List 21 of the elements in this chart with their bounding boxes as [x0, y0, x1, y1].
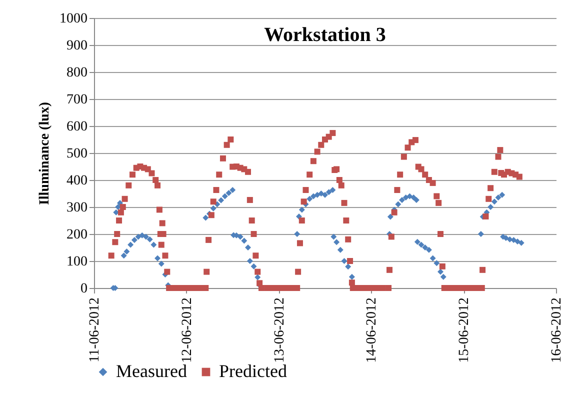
x-tick-label: 14-06-2012 — [364, 298, 380, 363]
x-tick-label: 15-06-2012 — [457, 298, 472, 363]
x-tick-label: 16-06-2012 — [550, 298, 564, 363]
y-tick-label: 1000 — [60, 12, 88, 26]
y-tick-label: 300 — [66, 200, 88, 216]
y-tick-label: 800 — [66, 66, 88, 80]
chart-title: Workstation 3 — [264, 24, 386, 46]
x-tick-label: 12-06-2012 — [180, 298, 195, 363]
x-tick-label: 13-06-2012 — [272, 298, 288, 363]
legend-label: Measured — [116, 361, 187, 381]
x-tick-label: 11-06-2012 — [88, 298, 102, 362]
y-tick-label: 500 — [66, 146, 88, 162]
y-tick-label: 400 — [66, 174, 88, 188]
y-tick-label: 100 — [66, 254, 88, 270]
y-tick-label: 0 — [80, 282, 88, 296]
legend-label: Predicted — [219, 361, 287, 381]
y-tick-label: 700 — [66, 92, 88, 108]
y-tick-label: 200 — [66, 228, 88, 242]
y-tick-label: 900 — [66, 38, 88, 54]
y-tick-label: 600 — [66, 120, 88, 134]
y-axis-title: Illuminance (lux) — [38, 102, 52, 206]
